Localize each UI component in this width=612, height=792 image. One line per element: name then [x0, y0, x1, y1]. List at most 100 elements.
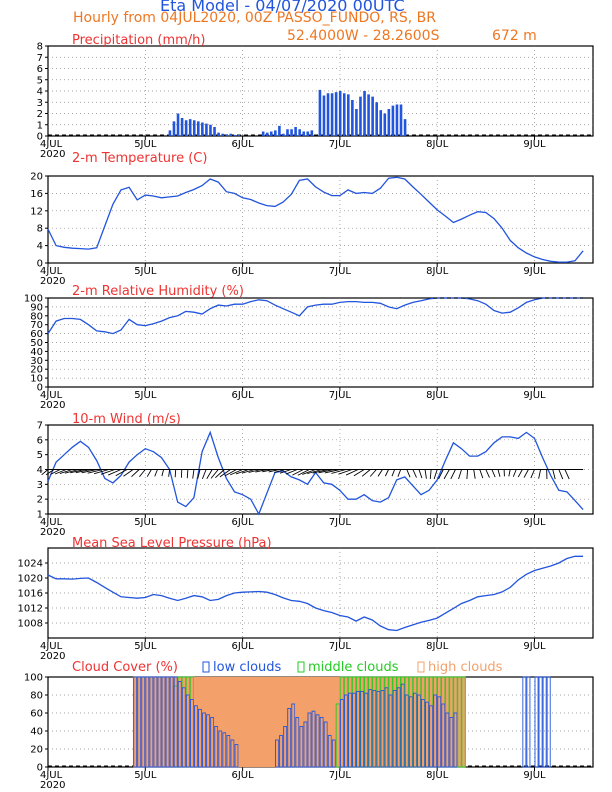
temp-xtick-label: 9JUL	[523, 266, 546, 277]
precip-bar	[290, 129, 293, 136]
low-cloud-bar	[453, 712, 458, 768]
legend-label-middle-clouds: middle clouds	[308, 660, 399, 675]
high-cloud-bar	[258, 676, 264, 768]
low-cloud-bar	[445, 712, 450, 768]
cloud-xtick-label: 4JUL	[40, 770, 63, 781]
precip-bar	[334, 92, 338, 136]
wind-vector	[219, 469, 231, 478]
rh-year-label: 2020	[40, 400, 65, 411]
temp-xtick-label: 4JUL	[40, 266, 63, 277]
wind-vector	[107, 469, 122, 476]
precip-bar	[338, 91, 342, 136]
mslp-series-line	[47, 555, 584, 632]
low-cloud-bar	[433, 694, 438, 768]
wind-vector	[285, 469, 298, 475]
temp-xtick-label: 5JUL	[134, 266, 157, 277]
wind-panel: 1 2 3 4 5 6 7 4JUL 5JUL 6JUL 7JUL 8JUL 9JUL 2020 10-m …	[37, 412, 594, 538]
precip-bar	[274, 130, 277, 136]
wind-vector	[87, 469, 103, 474]
rh-ytick-label: 50	[30, 338, 43, 349]
cloud-ytick-label: 0	[37, 763, 43, 774]
precip-bar	[375, 102, 378, 136]
low-cloud-bar	[311, 710, 316, 768]
low-cloud-bar	[400, 683, 405, 768]
high-cloud-bar	[242, 676, 247, 768]
wind-vector	[45, 469, 55, 476]
precip-bar	[302, 131, 306, 136]
precip-bar	[197, 121, 200, 136]
wind-vector	[397, 469, 402, 477]
wind-vector	[297, 469, 310, 476]
low-cloud-bar	[360, 690, 365, 768]
cloud-ytick-label: 40	[30, 727, 43, 738]
precip-ytick-label: 0	[37, 132, 43, 143]
low-cloud-bar	[189, 699, 194, 768]
precip-bar	[282, 133, 285, 136]
rh-xtick-label: 7JUL	[329, 390, 352, 401]
precip-title: Precipitation (mm/h)	[72, 33, 205, 48]
rh-ytick-label: 0	[37, 383, 43, 394]
mslp-ytick-label: 1024	[18, 559, 43, 570]
rh-title: 2-m Relative Humidity (%)	[72, 284, 244, 299]
middle-cloud-bar	[335, 703, 341, 768]
low-cloud-bar	[279, 735, 284, 768]
low-cloud-bar	[441, 703, 446, 768]
cloud-year-label: 2020	[40, 780, 65, 791]
low-cloud-bar	[198, 708, 203, 768]
precip-bar	[184, 120, 188, 136]
low-cloud-bar	[185, 694, 190, 768]
cloud-xtick-label: 7JUL	[329, 770, 352, 781]
rh-xtick-label: 5JUL	[134, 390, 157, 401]
cloud-ytick-label: 20	[30, 745, 43, 756]
low-cloud-bar	[339, 699, 344, 768]
precip-bar	[294, 127, 297, 136]
temp-ytick-label: 0	[37, 259, 43, 270]
wind-ytick-label: 4	[37, 465, 43, 476]
rh-ytick-label: 40	[30, 347, 43, 358]
precip-ytick-label: 4	[37, 87, 43, 98]
precip-bar	[379, 110, 383, 136]
precip-ytick-label: 8	[37, 42, 43, 53]
wind-vector	[424, 469, 427, 479]
low-cloud-bar	[380, 690, 385, 768]
low-cloud-bar	[161, 676, 166, 768]
low-cloud-bar	[283, 726, 288, 768]
mslp-ytick-label: 1008	[18, 619, 43, 630]
low-cloud-bar	[376, 690, 381, 768]
wind-vector	[115, 469, 128, 477]
low-cloud-bar	[323, 721, 328, 768]
precip-xtick-label: 9JUL	[523, 139, 546, 150]
low-cloud-bar	[307, 712, 312, 768]
wind-vector	[81, 469, 97, 474]
wind-vector	[146, 469, 152, 477]
wind-vector	[279, 469, 292, 474]
middle-cloud-bar	[457, 676, 462, 768]
wind-vector	[458, 469, 462, 480]
low-cloud-bar	[226, 735, 231, 768]
low-cloud-bar	[522, 676, 527, 768]
low-cloud-bar	[291, 703, 296, 768]
wind-vector	[433, 469, 438, 480]
precip-bar	[176, 113, 180, 136]
mslp-panel: 1008 1012 1016 1020 1024 4JUL 5JUL 6JUL 7JUL 8JUL…	[18, 536, 594, 662]
precip-xtick-label: 7JUL	[329, 139, 352, 150]
low-cloud-bar	[327, 735, 332, 768]
rh-ytick-label: 90	[30, 302, 43, 313]
low-cloud-bar	[206, 714, 211, 768]
precip-bar	[217, 132, 220, 136]
precip-xtick-label: 5JUL	[134, 139, 157, 150]
precip-ytick-label: 1	[37, 120, 43, 131]
wind-vector	[292, 469, 304, 476]
rh-series-line	[47, 297, 584, 335]
rh-xtick-label: 8JUL	[426, 390, 449, 401]
low-cloud-bar	[303, 721, 308, 768]
low-cloud-bar	[137, 676, 142, 768]
wind-vector	[466, 469, 469, 480]
wind-vector	[338, 469, 353, 475]
low-cloud-bar	[234, 744, 239, 768]
precip-bar	[209, 124, 212, 136]
high-cloud-bar	[250, 676, 255, 768]
low-cloud-bar	[218, 730, 223, 768]
low-cloud-bar	[425, 701, 430, 768]
